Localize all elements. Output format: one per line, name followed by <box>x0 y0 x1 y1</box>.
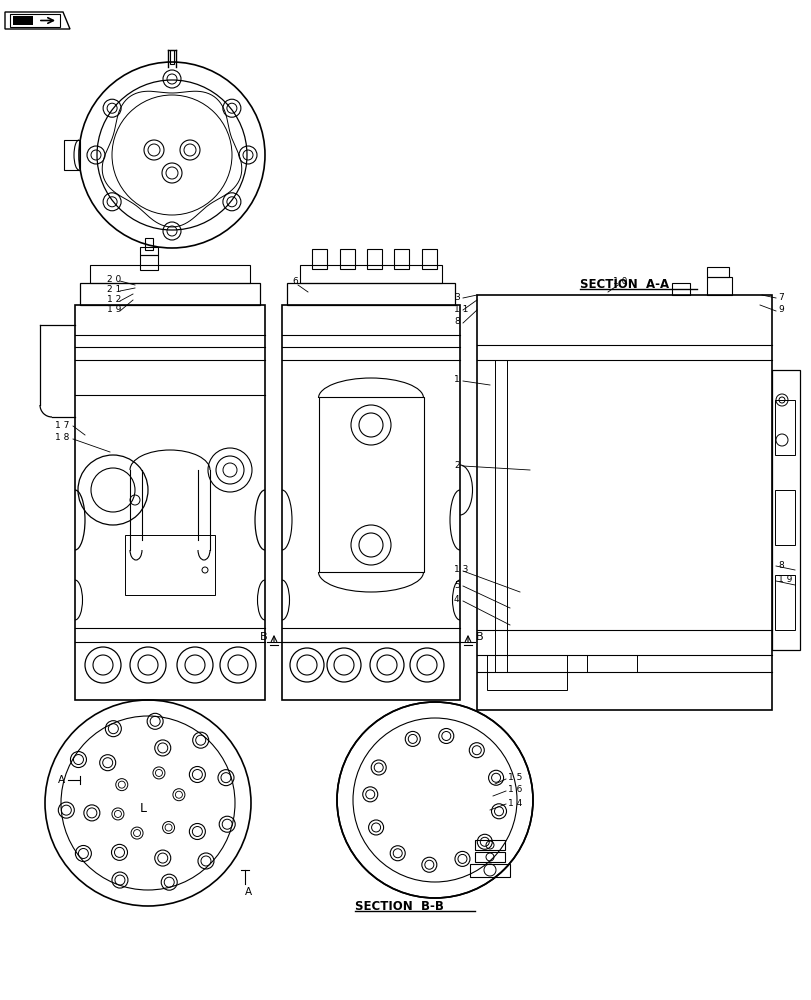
Bar <box>90 265 250 283</box>
Text: 3: 3 <box>453 292 459 302</box>
Text: 8: 8 <box>777 560 783 570</box>
Text: 1 3: 1 3 <box>453 566 468 574</box>
Text: 1 6: 1 6 <box>508 786 521 794</box>
Text: 1 8: 1 8 <box>55 434 69 442</box>
Bar <box>706 277 731 295</box>
Bar <box>10 14 60 27</box>
Bar <box>774 575 794 630</box>
Text: A: A <box>245 887 251 897</box>
Bar <box>281 305 460 700</box>
Text: 1 0: 1 0 <box>612 277 627 286</box>
Bar <box>340 249 354 269</box>
Bar <box>80 283 260 305</box>
Bar <box>422 249 436 269</box>
Text: SECTION  B-B: SECTION B-B <box>354 900 444 913</box>
Text: B: B <box>260 632 268 642</box>
Text: 1 5: 1 5 <box>508 774 521 782</box>
Bar <box>145 238 152 250</box>
Bar <box>319 397 423 572</box>
Bar <box>474 852 504 862</box>
Bar <box>474 840 504 850</box>
Bar <box>299 265 441 283</box>
Bar <box>139 255 158 270</box>
Bar <box>771 370 799 650</box>
Text: 2: 2 <box>453 460 459 470</box>
Text: 2 1: 2 1 <box>107 286 121 294</box>
Bar <box>586 655 636 672</box>
Text: 1 7: 1 7 <box>55 420 69 430</box>
Text: 1 4: 1 4 <box>508 798 521 807</box>
Bar <box>367 249 381 269</box>
Text: 5: 5 <box>453 580 459 589</box>
Text: A: A <box>58 775 65 785</box>
Bar <box>487 672 566 690</box>
Bar <box>470 864 509 877</box>
Bar <box>311 249 327 269</box>
Bar <box>476 295 771 710</box>
Bar <box>125 535 215 595</box>
Bar <box>139 247 158 255</box>
Text: L: L <box>139 801 146 814</box>
Bar <box>75 305 264 700</box>
Bar <box>13 16 33 25</box>
Text: 4: 4 <box>453 595 459 604</box>
Text: 8: 8 <box>453 318 459 326</box>
Bar <box>64 140 80 170</box>
Text: 6: 6 <box>292 277 298 286</box>
Polygon shape <box>5 12 70 29</box>
Text: 2 0: 2 0 <box>107 275 121 284</box>
Bar <box>774 490 794 545</box>
Text: SECTION  A-A: SECTION A-A <box>579 278 668 292</box>
Bar <box>672 283 689 295</box>
Bar <box>286 283 454 305</box>
Text: 1 9: 1 9 <box>777 576 792 584</box>
Bar <box>393 249 409 269</box>
Bar <box>487 655 566 672</box>
Text: B: B <box>475 632 483 642</box>
Text: 1 1: 1 1 <box>453 304 468 314</box>
Text: 9: 9 <box>777 306 783 314</box>
Text: 7: 7 <box>777 292 783 302</box>
Text: 1: 1 <box>453 375 459 384</box>
Bar <box>774 400 794 455</box>
Bar <box>706 267 728 277</box>
Polygon shape <box>337 800 531 897</box>
Bar <box>169 50 174 64</box>
Text: 1 2: 1 2 <box>107 296 121 304</box>
Circle shape <box>337 702 532 898</box>
Text: 1 9: 1 9 <box>107 306 121 314</box>
